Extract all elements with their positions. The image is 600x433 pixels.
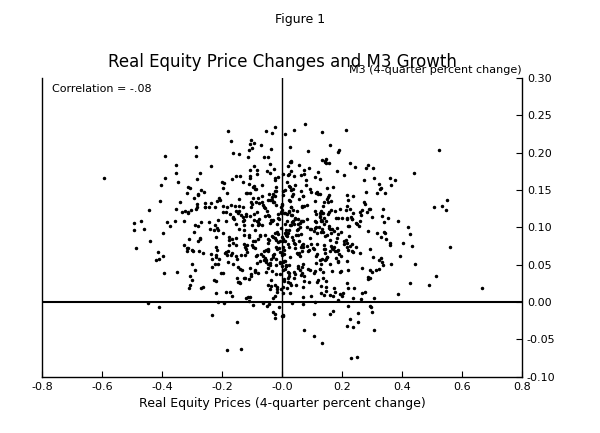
Text: Correlation = -.08: Correlation = -.08: [52, 84, 151, 94]
Text: Figure 1: Figure 1: [275, 13, 325, 26]
X-axis label: Real Equity Prices (4-quarter percent change): Real Equity Prices (4-quarter percent ch…: [139, 397, 425, 410]
Text: M3 (4-quarter percent change): M3 (4-quarter percent change): [349, 65, 522, 75]
Title: Real Equity Price Changes and M3 Growth: Real Equity Price Changes and M3 Growth: [107, 53, 457, 71]
